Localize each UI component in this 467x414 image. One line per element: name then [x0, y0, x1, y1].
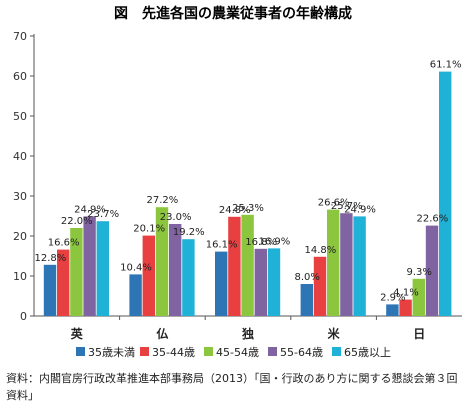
data-label: 24.9%: [344, 204, 376, 215]
bar: [57, 249, 70, 316]
bar: [142, 235, 155, 316]
bar: [169, 224, 182, 316]
bar: [386, 304, 399, 316]
data-label: 61.1%: [430, 60, 462, 71]
legend-label: 35歳未満: [88, 346, 135, 359]
y-tick-label: 70: [13, 30, 27, 43]
legend-swatch: [332, 347, 341, 356]
data-label: 10.4%: [120, 262, 152, 273]
data-label: 27.2%: [147, 195, 179, 206]
chart-title: 図 先進各国の農業従事者の年齢構成: [114, 5, 352, 22]
legend-label: 45-54歳: [216, 346, 259, 359]
x-category-label: 英: [71, 326, 84, 341]
y-tick-label: 50: [13, 110, 27, 123]
data-label: 22.0%: [61, 216, 93, 227]
data-labels: 12.8%16.6%22.0%24.9%23.7%10.4%20.1%27.2%…: [35, 60, 462, 304]
bar: [267, 248, 281, 316]
data-label: 8.0%: [294, 272, 319, 283]
bar: [96, 221, 109, 316]
data-label: 16.8%: [245, 237, 277, 248]
bar: [241, 214, 254, 316]
bar: [254, 248, 267, 316]
y-tick-label: 30: [13, 190, 27, 203]
data-label: 12.8%: [35, 253, 67, 264]
legend-swatch: [204, 347, 213, 356]
legend: 35歳未満 35-44歳 45-54歳 55-64歳 65歳以上: [76, 346, 391, 359]
data-label: 26.6%: [318, 198, 350, 209]
data-label: 16.6%: [48, 238, 80, 249]
data-label: 20.1%: [133, 224, 165, 235]
y-tick-label: 60: [13, 70, 27, 83]
bar: [215, 251, 228, 316]
source-note: 資料：内閣官房行政改革推進本部事務局（2013）「国・行政のあり方に関する懇談会…: [6, 372, 458, 402]
bar: [327, 209, 340, 316]
legend-swatch: [140, 347, 149, 356]
bar: [83, 216, 96, 316]
legend-label: 35-44歳: [152, 346, 195, 359]
bar: [412, 278, 425, 316]
chart: 図 先進各国の農業従事者の年齢構成 0 10 20 30 40 50 60 70 英 仏 独 米 日 1…: [13, 5, 462, 359]
data-label: 25.3%: [232, 203, 264, 214]
bar: [182, 239, 195, 316]
data-label: 2.9%: [380, 292, 405, 303]
data-label: 24.8%: [219, 205, 251, 216]
data-label: 23.0%: [160, 212, 192, 223]
bar: [43, 264, 57, 316]
data-label: 9.3%: [406, 267, 431, 278]
bar: [300, 284, 313, 316]
bar: [129, 274, 142, 316]
legend-swatch: [76, 347, 85, 356]
bar: [425, 225, 439, 316]
y-tick-label: 40: [13, 150, 27, 163]
data-label: 25.7%: [331, 201, 363, 212]
axes: 0 10 20 30 40 50 60 70 英 仏 独 米 日: [13, 30, 462, 341]
legend-label: 65歳以上: [344, 346, 391, 359]
data-label: 19.2%: [173, 227, 205, 238]
data-label: 14.8%: [305, 245, 337, 256]
legend-label: 55-64歳: [280, 346, 323, 359]
bar: [70, 228, 83, 316]
x-category-label: 日: [413, 327, 425, 341]
y-tick-label: 20: [13, 230, 27, 243]
y-tick-label: 0: [20, 310, 27, 323]
y-tick-label: 10: [13, 270, 27, 283]
data-label: 4.1%: [393, 288, 418, 299]
data-label: 16.9%: [259, 236, 291, 247]
bars: [43, 71, 452, 316]
legend-swatch: [268, 347, 277, 356]
data-label: 16.1%: [206, 240, 238, 251]
bar: [340, 213, 353, 316]
data-label: 22.6%: [417, 214, 449, 225]
bar: [439, 71, 452, 316]
x-category-label: 独: [241, 326, 254, 341]
x-category-label: 米: [328, 326, 341, 341]
bar: [353, 216, 366, 316]
x-category-label: 仏: [156, 327, 168, 341]
data-label: 23.7%: [87, 209, 119, 220]
bar: [228, 216, 241, 316]
bar: [155, 207, 169, 316]
data-label: 24.9%: [74, 204, 106, 215]
bar: [399, 299, 412, 316]
bar: [313, 256, 327, 316]
